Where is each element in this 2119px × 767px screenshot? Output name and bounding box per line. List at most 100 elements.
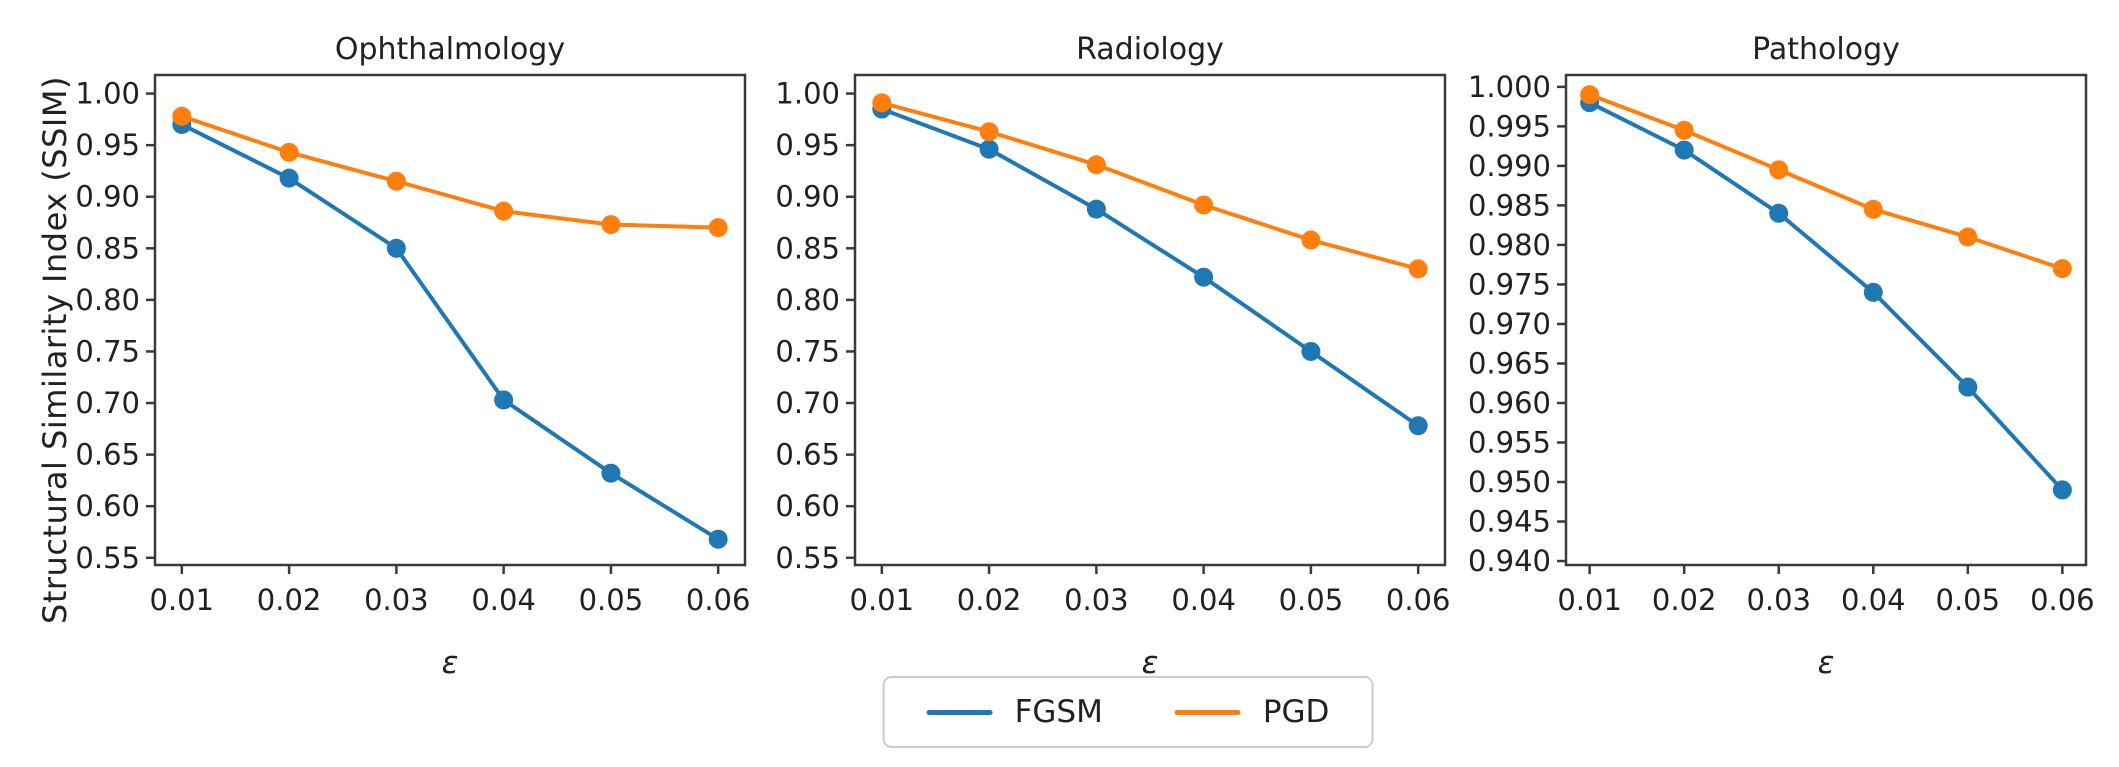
data-point-pgd [386, 171, 406, 191]
plot-border [853, 73, 1447, 567]
y-tick-label: 0.60 [75, 489, 140, 523]
data-point-fgsm [279, 168, 299, 188]
chart-title: Radiology [1076, 32, 1224, 67]
data-point-fgsm [494, 390, 514, 410]
data-point-pgd [1301, 230, 1321, 250]
data-point-pgd [2052, 259, 2072, 279]
x-tick-label: 0.04 [471, 583, 536, 617]
x-tick-label: 0.04 [1171, 583, 1236, 617]
series-line-fgsm [179, 122, 721, 542]
y-tick-label: 0.995 [1468, 109, 1551, 143]
data-point-fgsm [1863, 282, 1883, 302]
data-point-fgsm [1958, 377, 1978, 397]
data-point-pgd [979, 122, 999, 142]
legend-item-fgsm: FGSM [926, 694, 1103, 730]
legend-label-pgd: PGD [1262, 694, 1330, 730]
pgd-line-swatch [1174, 709, 1241, 715]
data-point-pgd [1958, 227, 1978, 247]
data-point-fgsm [386, 238, 406, 258]
y-tick-label: 0.55 [775, 541, 840, 575]
y-tick-label: 0.970 [1468, 307, 1551, 341]
y-tick-label: 0.75 [75, 334, 140, 368]
data-point-fgsm [1301, 341, 1321, 361]
chart-pathology: Pathology 0.940 0.945 0.950 0.955 0.960 0.965 0… [1468, 32, 2095, 681]
data-point-pgd [1674, 120, 1694, 140]
x-axis-label: ε [1818, 645, 1835, 681]
legend: FGSM PGD [882, 676, 1374, 748]
chart-title: Ophthalmology [335, 32, 565, 67]
y-tick-label: 0.90 [775, 180, 840, 214]
y-tick-label: 0.960 [1468, 386, 1551, 420]
x-tick-label: 0.02 [957, 583, 1022, 617]
y-tick-label: 0.985 [1468, 188, 1551, 222]
y-tick-label: 0.95 [775, 128, 840, 162]
y-tick-label: 1.00 [75, 77, 140, 111]
series-line-pgd [179, 114, 721, 230]
y-tick-label: 0.980 [1468, 228, 1551, 262]
plot-border [1564, 73, 2088, 567]
x-tick-label: 0.01 [850, 583, 915, 617]
x-tick-label: 0.02 [257, 583, 322, 617]
y-tick-label: 0.80 [75, 283, 140, 317]
series-line-pgd [879, 100, 1421, 271]
data-point-fgsm [1194, 267, 1214, 287]
x-tick-label: 0.06 [2030, 583, 2095, 617]
x-tick-label: 0.03 [1746, 583, 1811, 617]
y-tick-label: 0.55 [75, 541, 140, 575]
x-axis-label: ε [442, 645, 459, 681]
data-point-fgsm [979, 139, 999, 159]
x-tick-label: 0.05 [1936, 583, 2001, 617]
x-axis-label: ε [1142, 645, 1159, 681]
y-tick-label: 1.000 [1468, 70, 1551, 104]
data-point-pgd [279, 142, 299, 162]
y-tick-label: 0.95 [75, 128, 140, 162]
x-tick-label: 0.06 [1386, 583, 1451, 617]
data-point-pgd [708, 218, 728, 238]
data-point-pgd [1408, 259, 1428, 279]
y-tick-label: 0.70 [775, 386, 840, 420]
data-point-fgsm [708, 529, 728, 549]
x-tick-label: 0.01 [1557, 583, 1622, 617]
data-point-fgsm [1408, 416, 1428, 436]
chart-radiology: Radiology 0.55 0.60 0.65 0.70 0.75 0.80 0.85 0.9… [775, 32, 1451, 681]
data-point-fgsm [1086, 199, 1106, 219]
y-tick-label: 1.00 [775, 77, 840, 111]
chart-title: Pathology [1752, 32, 1900, 67]
data-point-pgd [1863, 199, 1883, 219]
data-point-fgsm [1674, 140, 1694, 160]
data-point-fgsm [1769, 203, 1789, 223]
y-tick-label: 0.945 [1468, 505, 1551, 539]
data-point-pgd [494, 201, 514, 221]
y-tick-label: 0.65 [75, 438, 140, 472]
legend-label-fgsm: FGSM [1014, 694, 1103, 730]
x-tick-label: 0.03 [1064, 583, 1129, 617]
x-tick-label: 0.06 [686, 583, 751, 617]
series-line-pgd [1587, 92, 2065, 271]
data-point-fgsm [2052, 480, 2072, 500]
data-point-pgd [601, 215, 621, 235]
x-tick-label: 0.02 [1652, 583, 1717, 617]
y-tick-label: 0.70 [75, 386, 140, 420]
chart-ophthalmology: Ophthalmology 0.55 0.60 0.65 0.70 0.75 0.80 0.8… [75, 32, 751, 681]
y-tick-label: 0.965 [1468, 346, 1551, 380]
y-tick-label: 0.85 [775, 231, 840, 265]
data-point-pgd [1769, 160, 1789, 180]
x-tick-label: 0.05 [1279, 583, 1344, 617]
y-tick-label: 0.60 [775, 489, 840, 523]
y-tick-label: 0.950 [1468, 465, 1551, 499]
y-tick-label: 0.65 [775, 438, 840, 472]
legend-item-pgd: PGD [1174, 694, 1330, 730]
data-point-pgd [872, 93, 892, 113]
y-tick-label: 0.955 [1468, 426, 1551, 460]
series-line-fgsm [879, 107, 1421, 428]
data-point-pgd [1086, 155, 1106, 175]
fgsm-line-swatch [926, 709, 993, 715]
series-line-fgsm [1587, 100, 2065, 492]
y-tick-label: 0.940 [1468, 544, 1551, 578]
data-point-pgd [1194, 195, 1214, 215]
y-tick-label: 0.85 [75, 231, 140, 265]
y-tick-label: 0.90 [75, 180, 140, 214]
data-point-pgd [1580, 85, 1600, 105]
y-tick-label: 0.80 [775, 283, 840, 317]
y-tick-label: 0.990 [1468, 149, 1551, 183]
